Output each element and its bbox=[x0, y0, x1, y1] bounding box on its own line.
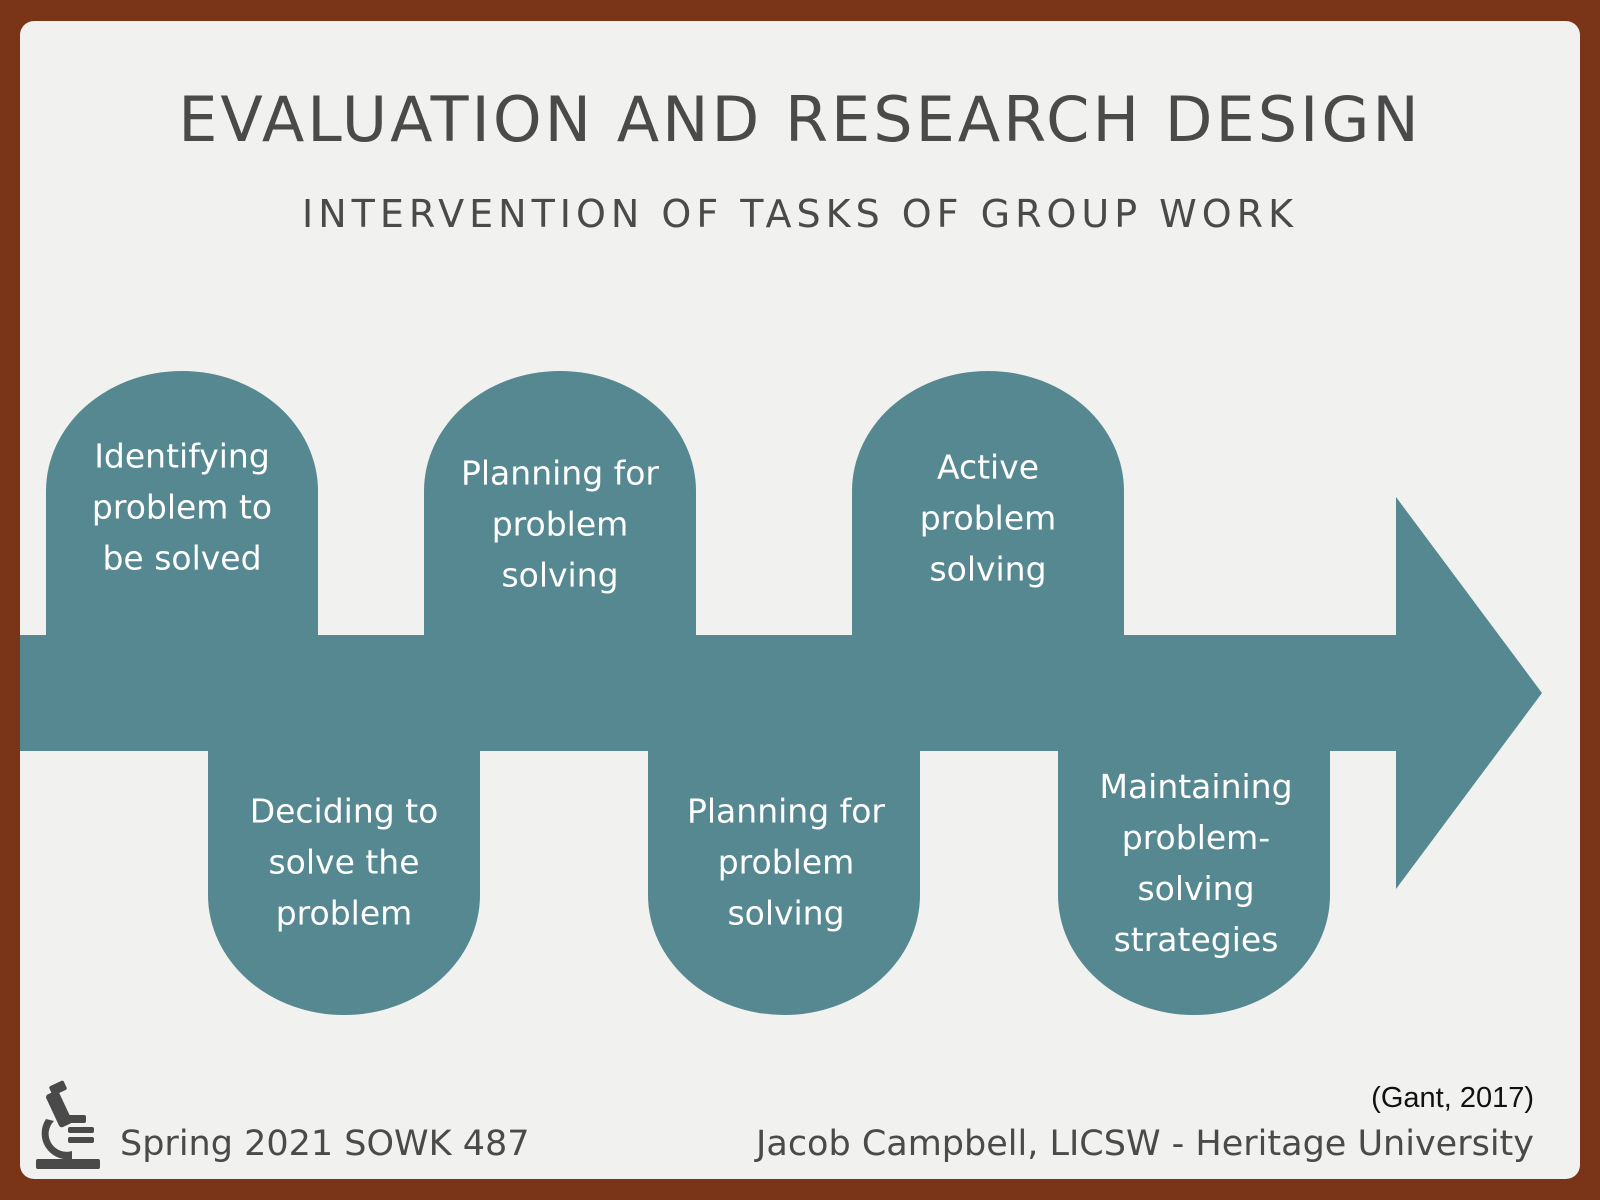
step-label-2: Deciding to solve the problem bbox=[249, 791, 439, 933]
step-shape-2 bbox=[208, 743, 480, 1015]
step-label-1: Identifying problem to be solved bbox=[91, 436, 273, 578]
step-label-3: Planning for problem solving bbox=[460, 453, 660, 595]
step-label-5: Active problem solving bbox=[919, 447, 1057, 589]
timeline-arrowhead bbox=[1396, 497, 1542, 889]
citation: (Gant, 2017) bbox=[1371, 1082, 1534, 1114]
step-shape-4 bbox=[648, 743, 920, 1015]
step-shape-3 bbox=[424, 371, 696, 643]
slide-subtitle: INTERVENTION OF TASKS OF GROUP WORK bbox=[301, 192, 1298, 236]
slide-title: EVALUATION AND RESEARCH DESIGN bbox=[178, 83, 1422, 156]
footer-author: Jacob Campbell, LICSW - Heritage Univers… bbox=[756, 1124, 1534, 1164]
step-shape-5 bbox=[852, 371, 1124, 643]
process-diagram bbox=[20, 371, 1542, 1015]
slide: EVALUATION AND RESEARCH DESIGN INTERVENT… bbox=[20, 21, 1580, 1179]
step-label-6: Maintaining problem- solving strategies bbox=[1099, 767, 1293, 959]
footer-course: Spring 2021 SOWK 487 bbox=[120, 1124, 530, 1164]
step-shape-1 bbox=[46, 371, 318, 643]
microscope-icon bbox=[36, 1080, 100, 1169]
step-label-4: Planning for problem solving bbox=[686, 791, 886, 933]
timeline-band bbox=[20, 635, 1400, 751]
step-shape-6 bbox=[1058, 743, 1330, 1015]
